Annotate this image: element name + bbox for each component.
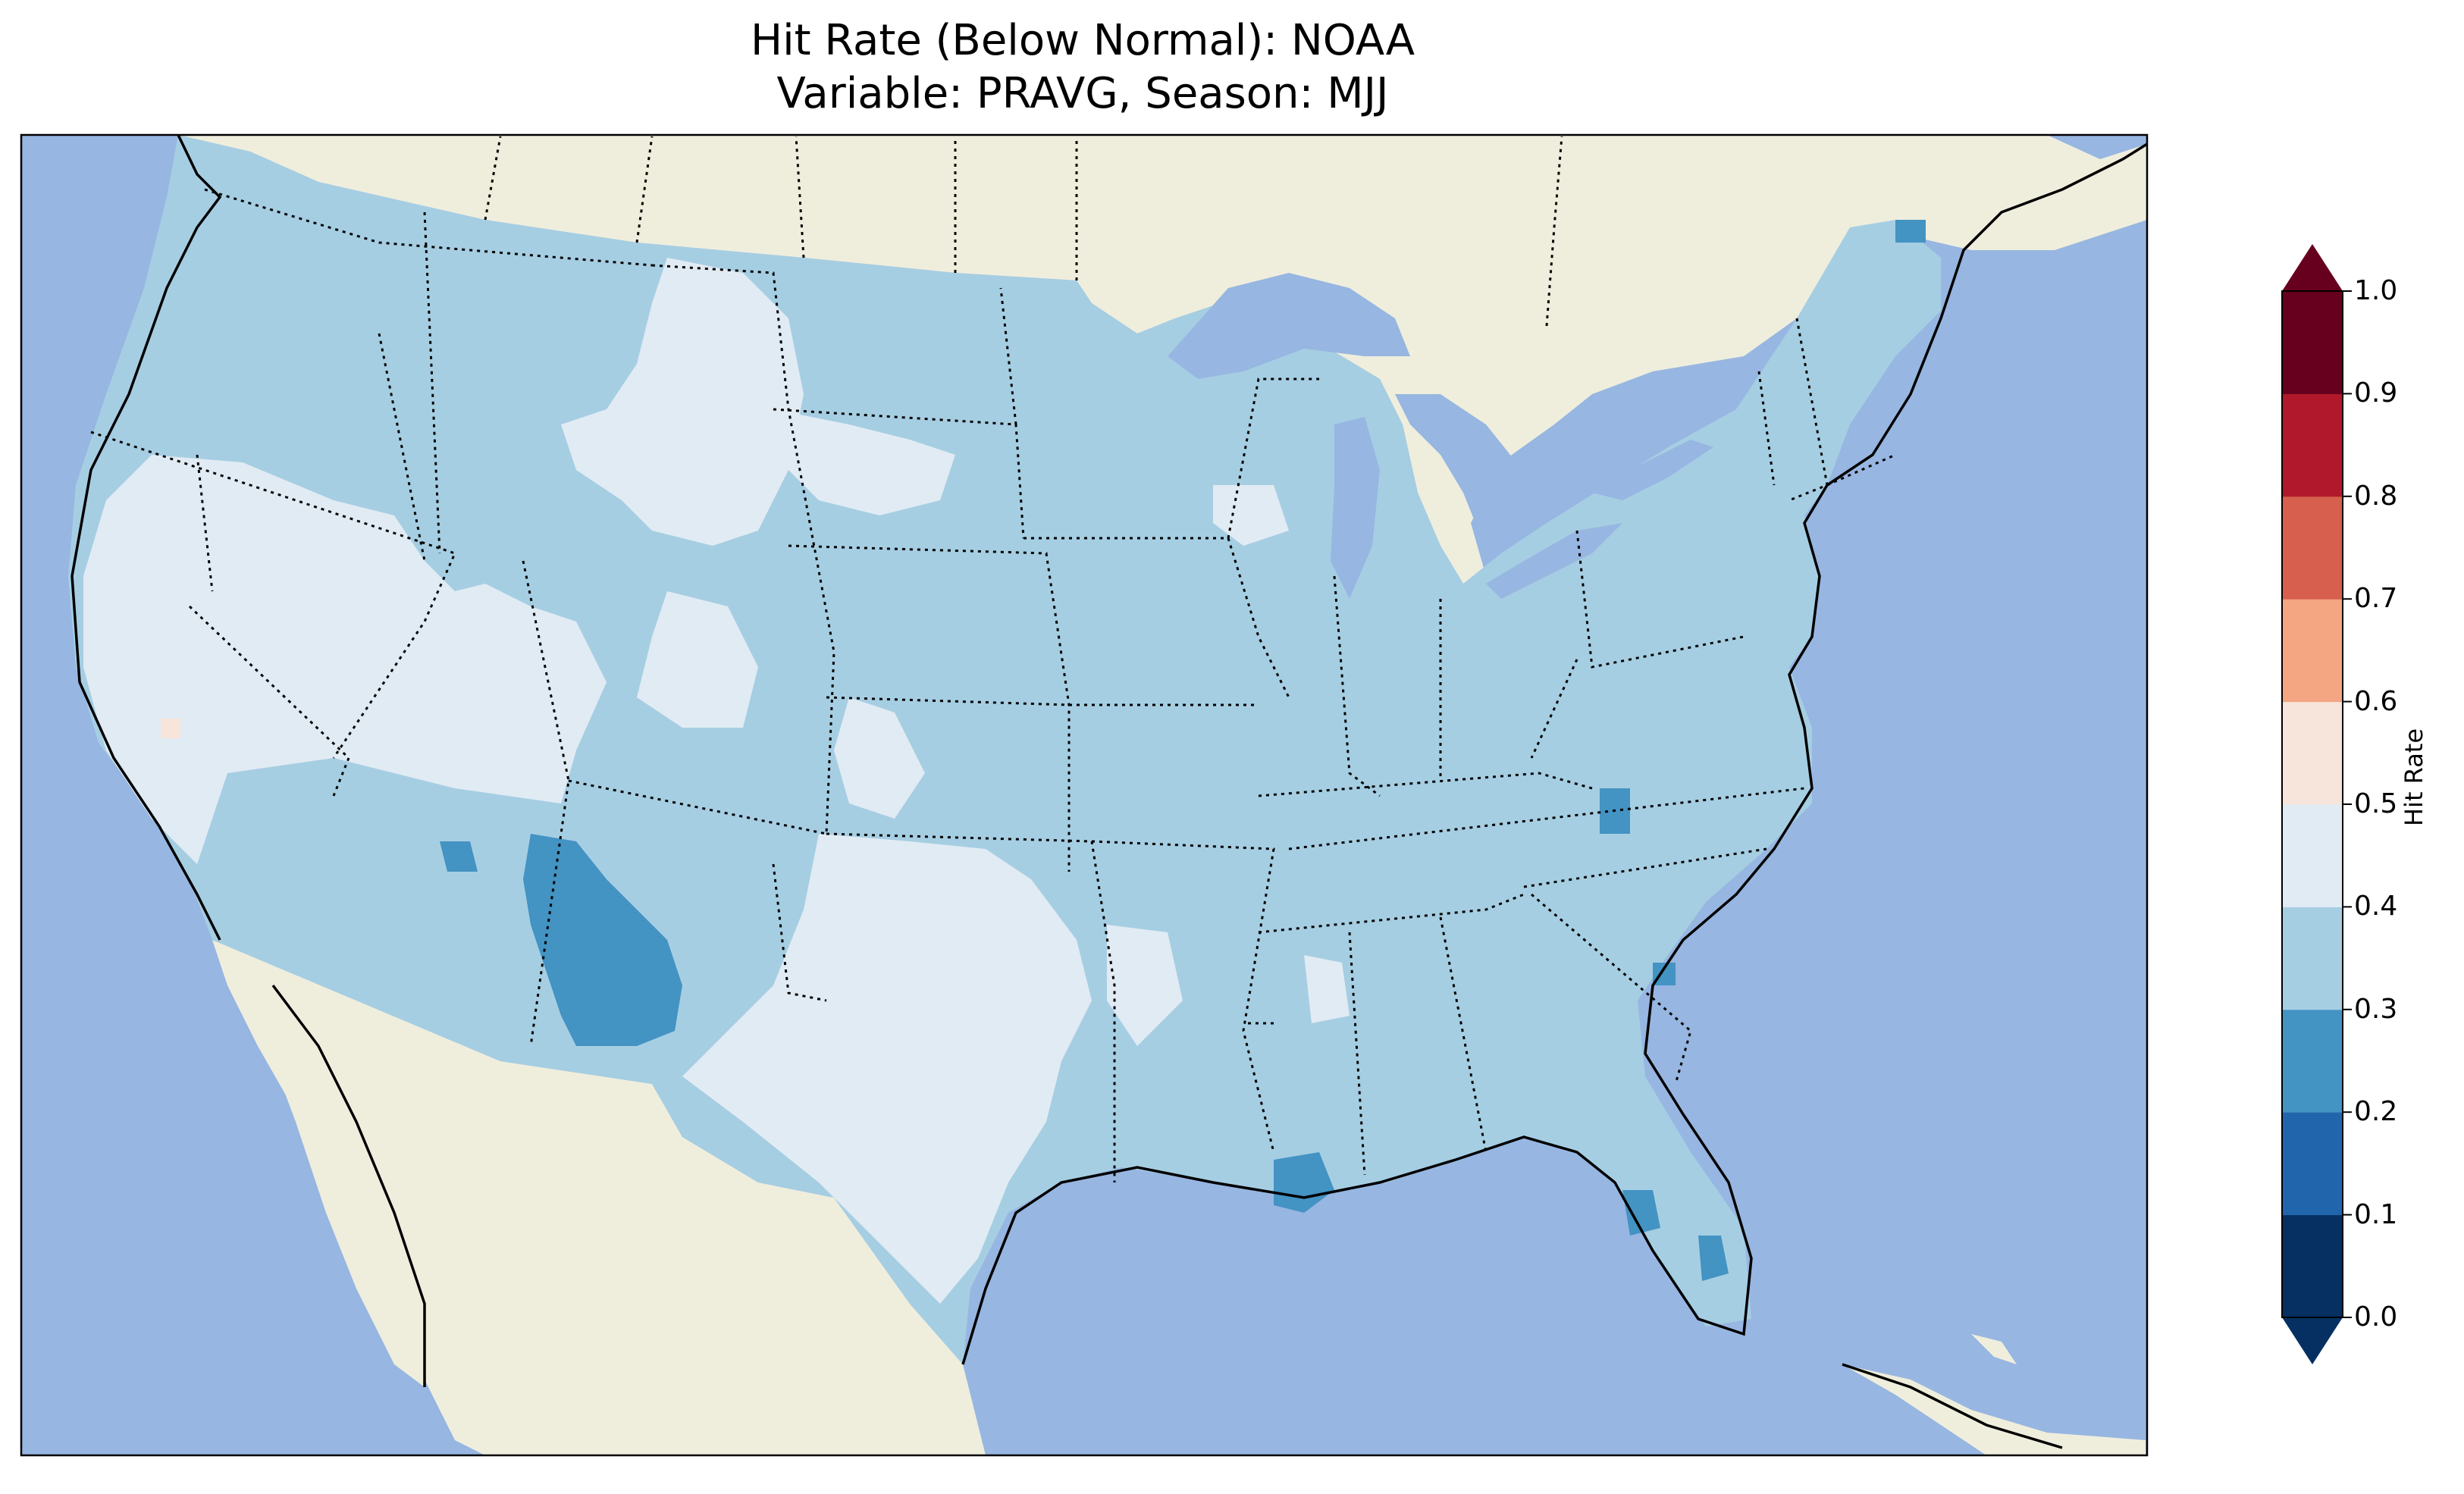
colorbar-bin-5 (2282, 701, 2343, 805)
colorbar-bin-6 (2282, 599, 2343, 703)
bahamas-land (1971, 1334, 2017, 1364)
colorbar-tick-label: 0.3 (2354, 993, 2398, 1025)
region-0.4-0.5 (83, 258, 1350, 1304)
colorbar-bin-0 (2282, 1214, 2343, 1318)
region-0.2-0.3 (440, 220, 1926, 1281)
colorbar-tick-label: 0.0 (2354, 1301, 2398, 1333)
colorbar-tick-label: 0.1 (2354, 1198, 2398, 1230)
colorbar-bin-9 (2282, 291, 2343, 394)
colorbar-tick-label: 0.5 (2354, 788, 2398, 819)
conus-land (68, 135, 1941, 1364)
great-lakes (1168, 273, 1713, 599)
canada-land (178, 135, 2147, 584)
cuba-land (1842, 1364, 2146, 1455)
colorbar-extend-top (2282, 244, 2343, 291)
colorbar-tick-label: 0.9 (2354, 377, 2398, 409)
colorbar-extend-bottom (2282, 1317, 2343, 1364)
baja-land (273, 985, 425, 1387)
colorbar-bin-8 (2282, 393, 2343, 497)
colorbar-bin-2 (2282, 1009, 2343, 1113)
colorbar-label: Hit Rate (2400, 728, 2428, 826)
coastlines (71, 134, 2148, 1449)
colorbar-bin-3 (2282, 907, 2343, 1010)
region-0.5-0.6 (161, 719, 180, 738)
colorbar-bin-4 (2282, 804, 2343, 907)
colorbar-tick-label: 0.8 (2354, 480, 2398, 512)
colorbar-tick-label: 0.6 (2354, 685, 2398, 717)
colorbar-tick-label: 0.2 (2354, 1096, 2398, 1128)
colorbar-tick-label: 0.4 (2354, 891, 2398, 922)
state-borders (90, 136, 1896, 1182)
colorbar-tick-label: 1.0 (2354, 275, 2398, 306)
colorbar-bin-1 (2282, 1112, 2343, 1216)
colorbar-bin-7 (2282, 496, 2343, 600)
colorbar-tick-label: 0.7 (2354, 583, 2398, 615)
chart-title: Hit Rate (Below Normal): NOAA (750, 16, 1415, 65)
chart-subtitle: Variable: PRAVG, Season: MJJ (776, 69, 1389, 118)
map-frame (20, 133, 2149, 1457)
